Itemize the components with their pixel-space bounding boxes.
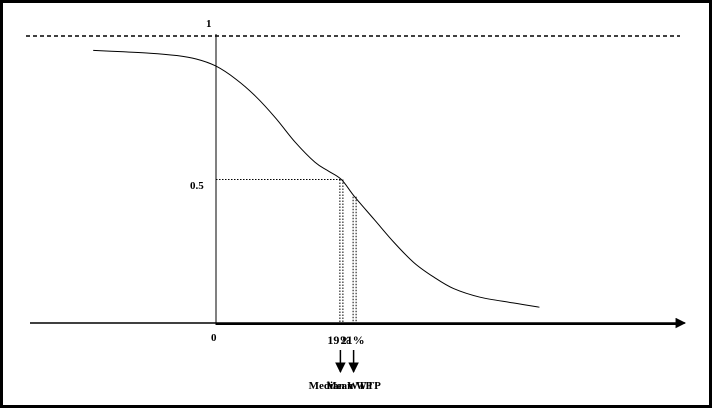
median-value-label: 19%	[327, 333, 351, 347]
wtp-curve	[93, 49, 540, 308]
y-tick-label-0-5: 0.5	[190, 180, 204, 192]
mean-value-label: 21%	[341, 333, 365, 347]
mean-wtp-caption: Mean WTP	[326, 380, 381, 392]
origin-label: 0	[211, 332, 217, 344]
median-wtp-caption: Median WTP	[309, 380, 373, 392]
y-tick-label-1: 1	[206, 18, 212, 30]
